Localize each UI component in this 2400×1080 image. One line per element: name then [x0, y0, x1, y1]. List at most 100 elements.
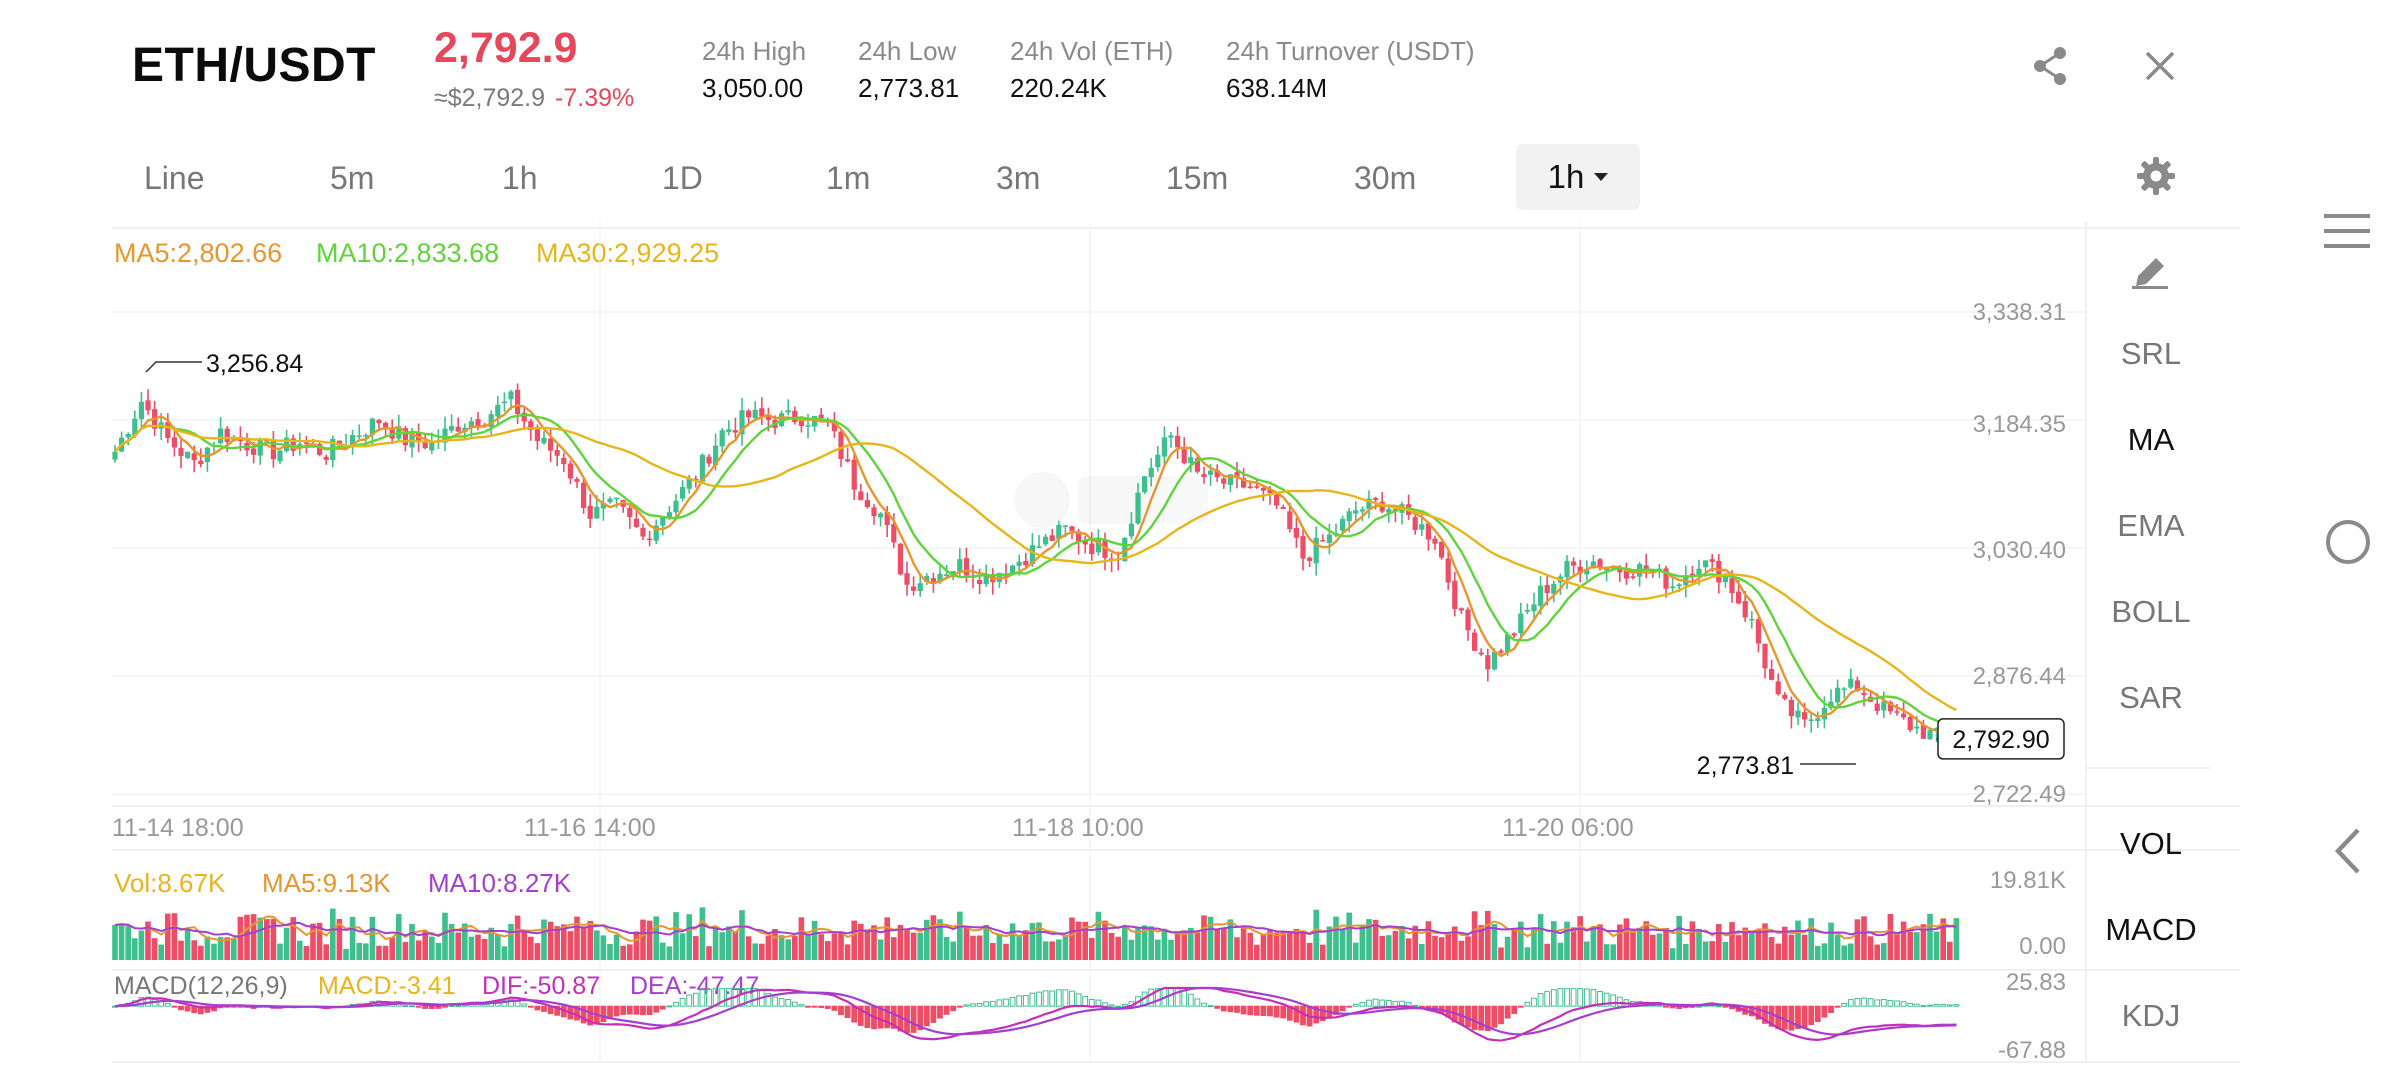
candle-body [1036, 546, 1042, 548]
volume-bar [250, 914, 257, 960]
back-icon[interactable] [2332, 826, 2364, 876]
volume-bar [1643, 921, 1649, 960]
candle-body [1742, 601, 1748, 618]
candle-body [627, 508, 633, 517]
tab-5m[interactable]: 5m [330, 160, 375, 196]
tab-15m[interactable]: 15m [1166, 160, 1229, 196]
volume-bar [184, 927, 191, 960]
share-icon[interactable] [2030, 44, 2070, 88]
candle-body [1729, 578, 1735, 594]
volume-bar [567, 931, 574, 960]
candle-body [138, 401, 144, 420]
volume-bar [211, 943, 217, 960]
macd-bar [178, 1005, 184, 1011]
macd-bar [1082, 995, 1089, 1007]
candle-body [1670, 586, 1676, 589]
draw-pen-icon[interactable] [2126, 246, 2176, 290]
change-percent: -7.39% [555, 84, 635, 112]
volume-bar [1768, 937, 1775, 960]
volume-bar [297, 940, 303, 960]
close-icon[interactable] [2144, 50, 2176, 82]
volume-bar [1709, 941, 1715, 960]
tab-1m[interactable]: 1m [826, 160, 871, 196]
volume-bar [864, 929, 871, 960]
tab-1h[interactable]: 1h [502, 160, 538, 196]
interval-dropdown[interactable]: 1h [1516, 144, 1640, 210]
macd-bar [514, 1000, 521, 1007]
volume-bar [1280, 930, 1286, 960]
indicator-ema[interactable]: EMA [2117, 508, 2185, 543]
indicator-ma[interactable]: MA [2127, 422, 2175, 457]
volume-bar [521, 931, 527, 960]
indicator-sar[interactable]: SAR [2119, 680, 2183, 715]
candle-body [693, 478, 699, 481]
macd-bar [1544, 991, 1551, 1007]
tab-1d[interactable]: 1D [662, 160, 703, 196]
macd-bar [613, 1005, 620, 1017]
candle-body [125, 433, 131, 438]
macd-bar [666, 1005, 673, 1008]
candle-body [1274, 494, 1280, 506]
candle-body [1472, 632, 1478, 651]
volume-bar [1267, 930, 1273, 960]
candle-body [1861, 692, 1867, 696]
candle-body [528, 421, 534, 431]
macd-bar [1016, 995, 1023, 1007]
candle-body [1234, 472, 1240, 477]
volume-bar [336, 919, 343, 960]
gear-icon[interactable] [2136, 156, 2176, 196]
candle-body [1023, 560, 1029, 566]
macd-bar [508, 998, 514, 1007]
macd-bar [785, 999, 792, 1007]
indicator-boll[interactable]: BOLL [2111, 594, 2191, 629]
indicator-macd[interactable]: MACD [2105, 912, 2197, 947]
candle-body [660, 517, 666, 526]
volume-bar [217, 937, 224, 960]
candle-body [191, 453, 197, 461]
candle-body [1373, 498, 1379, 500]
candle-body [1696, 568, 1702, 576]
volume-bar [1485, 910, 1491, 960]
volume-bar [1775, 943, 1781, 960]
macd-bar [772, 996, 778, 1007]
indicator-vol[interactable]: VOL [2119, 826, 2183, 861]
volume-bar [772, 929, 778, 960]
home-icon[interactable] [2324, 518, 2372, 566]
volume-bar [1933, 931, 1940, 960]
macd-bar [1412, 1004, 1419, 1007]
tab-line[interactable]: Line [144, 160, 205, 196]
volume-bar [1003, 943, 1009, 960]
volume-bar [1577, 916, 1583, 960]
macd-bar [877, 1005, 884, 1029]
candle-body [1287, 511, 1293, 530]
price-axis-label: 2,876.44 [1973, 663, 2066, 690]
indicator-srl[interactable]: SRL [2120, 336, 2182, 371]
tab-30m[interactable]: 30m [1354, 160, 1417, 196]
volume-bar [858, 923, 864, 960]
volume-bar [1590, 926, 1597, 960]
candle-body [178, 448, 184, 456]
menu-icon[interactable] [2322, 210, 2372, 252]
volume-bar [442, 912, 448, 960]
ma5-line [114, 403, 1957, 737]
macd-bar [1715, 1005, 1722, 1008]
candle-body [1689, 573, 1695, 577]
volume-bar [303, 946, 310, 960]
candle-body [1630, 576, 1636, 578]
volume-bar [957, 911, 963, 960]
stat-24h-high: 24h High 3,050.00 [702, 36, 806, 104]
macd-bar [1379, 999, 1386, 1007]
macd-bar [1148, 988, 1155, 1007]
macd-bar [1293, 1005, 1300, 1023]
volume-bar [726, 926, 732, 960]
volume-bar [811, 920, 818, 960]
stat-24h-turnover: 24h Turnover (USDT) 638.14M [1226, 36, 1475, 104]
volume-bar [1762, 923, 1768, 960]
candle-body [1709, 559, 1715, 562]
indicator-kdj[interactable]: KDJ [2121, 998, 2181, 1033]
macd-bar [1478, 1005, 1485, 1031]
tab-3m[interactable]: 3m [996, 160, 1041, 196]
legend-dif: DIF:-50.87 [482, 972, 601, 1000]
volume-bar [1702, 941, 1709, 960]
